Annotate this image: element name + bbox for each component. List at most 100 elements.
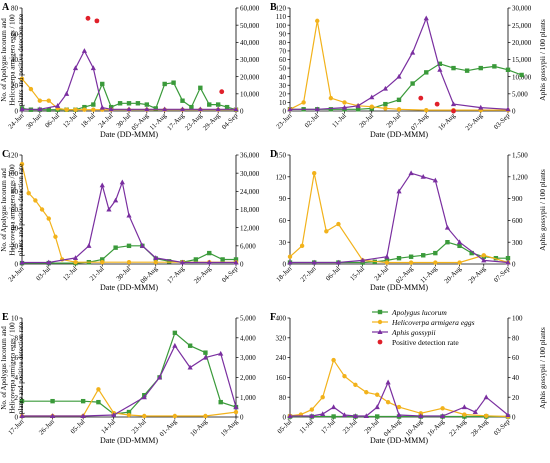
panel-letter-E: E <box>2 312 9 323</box>
marker-D-helicoverpa-6 <box>384 260 390 265</box>
x-tick-label-D: 24-Jul <box>373 265 390 282</box>
left-tick-label-A: 20 <box>11 82 19 90</box>
right-tick-label-A: 0 <box>240 108 244 116</box>
marker-F-apolygus-2 <box>331 414 336 419</box>
right-tick-label-E: 5,000 <box>240 315 256 323</box>
marker-A-apolygus-13 <box>135 101 141 106</box>
marker-A-apolygus-20 <box>198 85 203 91</box>
marker-C-helicoverpa-3 <box>39 207 45 212</box>
x-tick-label-C: 26-Aug <box>193 265 213 285</box>
marker-C-apolygus-12 <box>207 250 212 256</box>
marker-A-aphis-7 <box>99 104 105 110</box>
x-axis-title-D: Date (DD-MMM) <box>370 283 428 292</box>
left-tick-label-C: 40 <box>11 224 19 232</box>
left-tick-label-F: 80 <box>279 394 287 402</box>
panel-letter-F: F <box>270 312 276 323</box>
left-tick-label-B: 40 <box>279 73 287 81</box>
left-axis-title-line: plants and positive detection rate <box>17 14 25 106</box>
marker-C-helicoverpa-0 <box>19 161 25 167</box>
marker-A-apolygus-16 <box>162 81 167 87</box>
marker-B-detection-1 <box>434 101 440 107</box>
left-tick-label-B: 50 <box>279 65 287 73</box>
marker-A-detection-0 <box>85 15 91 21</box>
right-tick-label-C: 6,000 <box>240 242 256 250</box>
marker-C-apolygus-9 <box>166 259 172 264</box>
x-tick-label-F: 11-Jul <box>298 418 315 435</box>
right-tick-label-D: 900 <box>512 195 523 203</box>
marker-F-aphis-2 <box>320 411 326 417</box>
marker-F-aphis-8 <box>385 379 391 385</box>
marker-B-apolygus-8 <box>396 97 402 103</box>
left-tick-label-C: 120 <box>8 152 19 160</box>
marker-A-apolygus-23 <box>224 104 230 110</box>
marker-E-aphis-8 <box>202 354 209 360</box>
marker-B-apolygus-10 <box>424 70 429 75</box>
right-tick-label-E: 3,000 <box>240 354 256 362</box>
marker-E-apolygus-1 <box>50 398 55 404</box>
marker-E-aphis-4 <box>141 394 147 400</box>
right-tick-label-A: 50,000 <box>240 22 260 30</box>
marker-D-aphis-10 <box>456 239 463 245</box>
marker-D-aphis-3 <box>360 257 366 263</box>
panel-letter-D: D <box>270 149 277 160</box>
marker-E-helicoverpa-6 <box>142 413 147 419</box>
right-tick-label-E: 1,000 <box>240 394 256 402</box>
marker-B-apolygus-7 <box>383 101 388 107</box>
left-tick-label-D: 30 <box>279 239 287 247</box>
marker-E-helicoverpa-3 <box>96 387 101 392</box>
legend-label-aphis: Aphis gossypii <box>391 328 436 337</box>
marker-F-aphis-10 <box>418 413 424 419</box>
marker-F-helicoverpa-8 <box>375 392 380 397</box>
left-tick-label-B: 70 <box>279 48 287 56</box>
marker-B-helicoverpa-7 <box>383 106 388 111</box>
marker-E-apolygus-0 <box>19 398 25 404</box>
marker-D-aphis-9 <box>444 224 451 230</box>
marker-C-aphis-11 <box>179 259 186 265</box>
marker-C-aphis-9 <box>139 243 145 248</box>
right-tick-label-E: 0 <box>240 414 244 422</box>
x-tick-label-A: 17-Aug <box>166 112 186 132</box>
x-axis-title-B: Date (DD-MMM) <box>370 130 428 139</box>
marker-D-helicoverpa-4 <box>336 221 341 227</box>
x-tick-label-F: 29-Jul <box>364 418 381 435</box>
marker-D-helicoverpa-8 <box>433 260 438 265</box>
right-tick-label-B: 5,000 <box>512 90 528 98</box>
x-tick-label-D: 20-Aug <box>443 265 463 285</box>
marker-A-aphis-12 <box>179 106 186 112</box>
marker-B-apolygus-15 <box>492 64 497 69</box>
right-tick-label-E: 4,000 <box>240 334 256 342</box>
x-tick-label-E: 26-Jun <box>38 418 56 436</box>
panel-letter-B: B <box>270 2 277 13</box>
left-tick-label-F: 240 <box>276 354 287 362</box>
left-axis-title-line: No. of Apolygus lucorum and <box>0 168 8 252</box>
left-tick-label-F: 160 <box>276 374 287 382</box>
left-tick-label-E: 2 <box>15 394 19 402</box>
marker-B-helicoverpa-2 <box>315 18 320 24</box>
marker-E-aphis-2 <box>80 413 86 419</box>
x-axis-title-E: Date (DD-MMM) <box>100 436 158 445</box>
marker-E-aphis-5 <box>156 374 163 380</box>
right-tick-label-B: 20,000 <box>512 39 532 47</box>
series-line-D-helicoverpa <box>289 173 509 264</box>
right-tick-label-C: 36,000 <box>240 152 260 160</box>
right-axis-title-line: Aphis gossypii / 100 plants <box>538 327 547 409</box>
x-tick-label-A: 24-Jul <box>98 112 115 129</box>
marker-F-aphis-13 <box>472 409 478 415</box>
marker-C-helicoverpa-10 <box>153 259 158 265</box>
left-axis-title-line: plants and positive detection rate <box>17 164 25 256</box>
marker-C-apolygus-11 <box>193 257 199 262</box>
marker-B-apolygus-17 <box>519 72 524 78</box>
marker-E-aphis-1 <box>49 413 56 419</box>
left-tick-label-E: 6 <box>15 354 19 362</box>
marker-legend-helicoverpa-1 <box>377 319 383 325</box>
marker-A-apolygus-14 <box>144 102 150 107</box>
x-tick-label-F: 16-Aug <box>426 418 446 438</box>
marker-B-aphis-9 <box>437 67 443 72</box>
marker-F-aphis-12 <box>461 404 467 410</box>
right-tick-label-D: 1,500 <box>512 152 528 160</box>
left-tick-label-D: 150 <box>276 152 287 160</box>
x-tick-label-A: 18-Jul <box>80 112 97 129</box>
x-tick-label-B: 20-Jul <box>358 112 375 129</box>
marker-C-helicoverpa-9 <box>126 259 132 265</box>
